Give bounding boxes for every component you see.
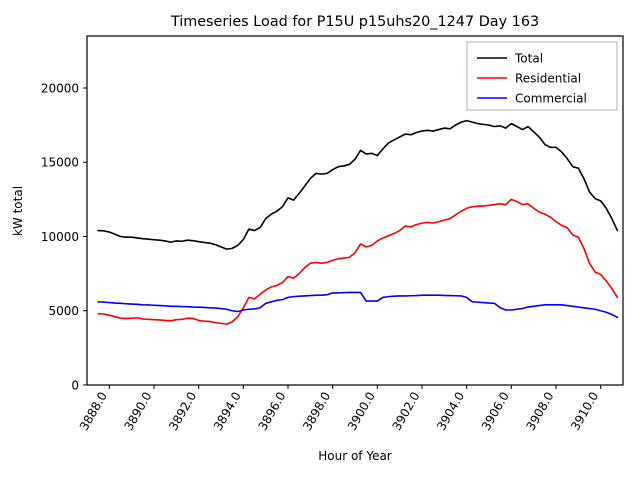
x-tick-label: 3908.0 [523, 390, 556, 433]
legend-label-commercial: Commercial [515, 92, 587, 106]
series-line-residential [97, 198, 619, 325]
y-tick-label: 20000 [41, 81, 79, 95]
x-tick-label: 3910.0 [568, 390, 601, 433]
x-tick-label: 3888.0 [77, 390, 110, 433]
x-tick-label: 3904.0 [434, 390, 467, 433]
legend-label-residential: Residential [515, 72, 581, 86]
x-tick-label: 3892.0 [166, 390, 199, 433]
plot-area-frame [86, 35, 624, 386]
x-tick-label: 3894.0 [211, 390, 244, 433]
y-tick-label: 5000 [48, 304, 79, 318]
x-tick-label: 3898.0 [300, 390, 333, 433]
y-tick-label: 10000 [41, 230, 79, 244]
x-tick-label: 3890.0 [121, 390, 154, 433]
chart-title: Timeseries Load for P15U p15uhs20_1247 D… [170, 14, 539, 30]
series-line-commercial [97, 291, 619, 319]
x-tick-label: 3906.0 [479, 390, 512, 433]
x-tick-label: 3902.0 [389, 390, 422, 433]
y-axis-label: kW total [11, 186, 25, 236]
y-tick-label: 0 [71, 379, 79, 393]
y-tick-label: 15000 [41, 156, 79, 170]
x-tick-label: 3900.0 [345, 390, 378, 433]
x-axis-label: Hour of Year [318, 449, 392, 463]
series-line-total [97, 119, 619, 250]
x-tick-label: 3896.0 [255, 390, 288, 433]
legend-label-total: Total [514, 52, 543, 66]
